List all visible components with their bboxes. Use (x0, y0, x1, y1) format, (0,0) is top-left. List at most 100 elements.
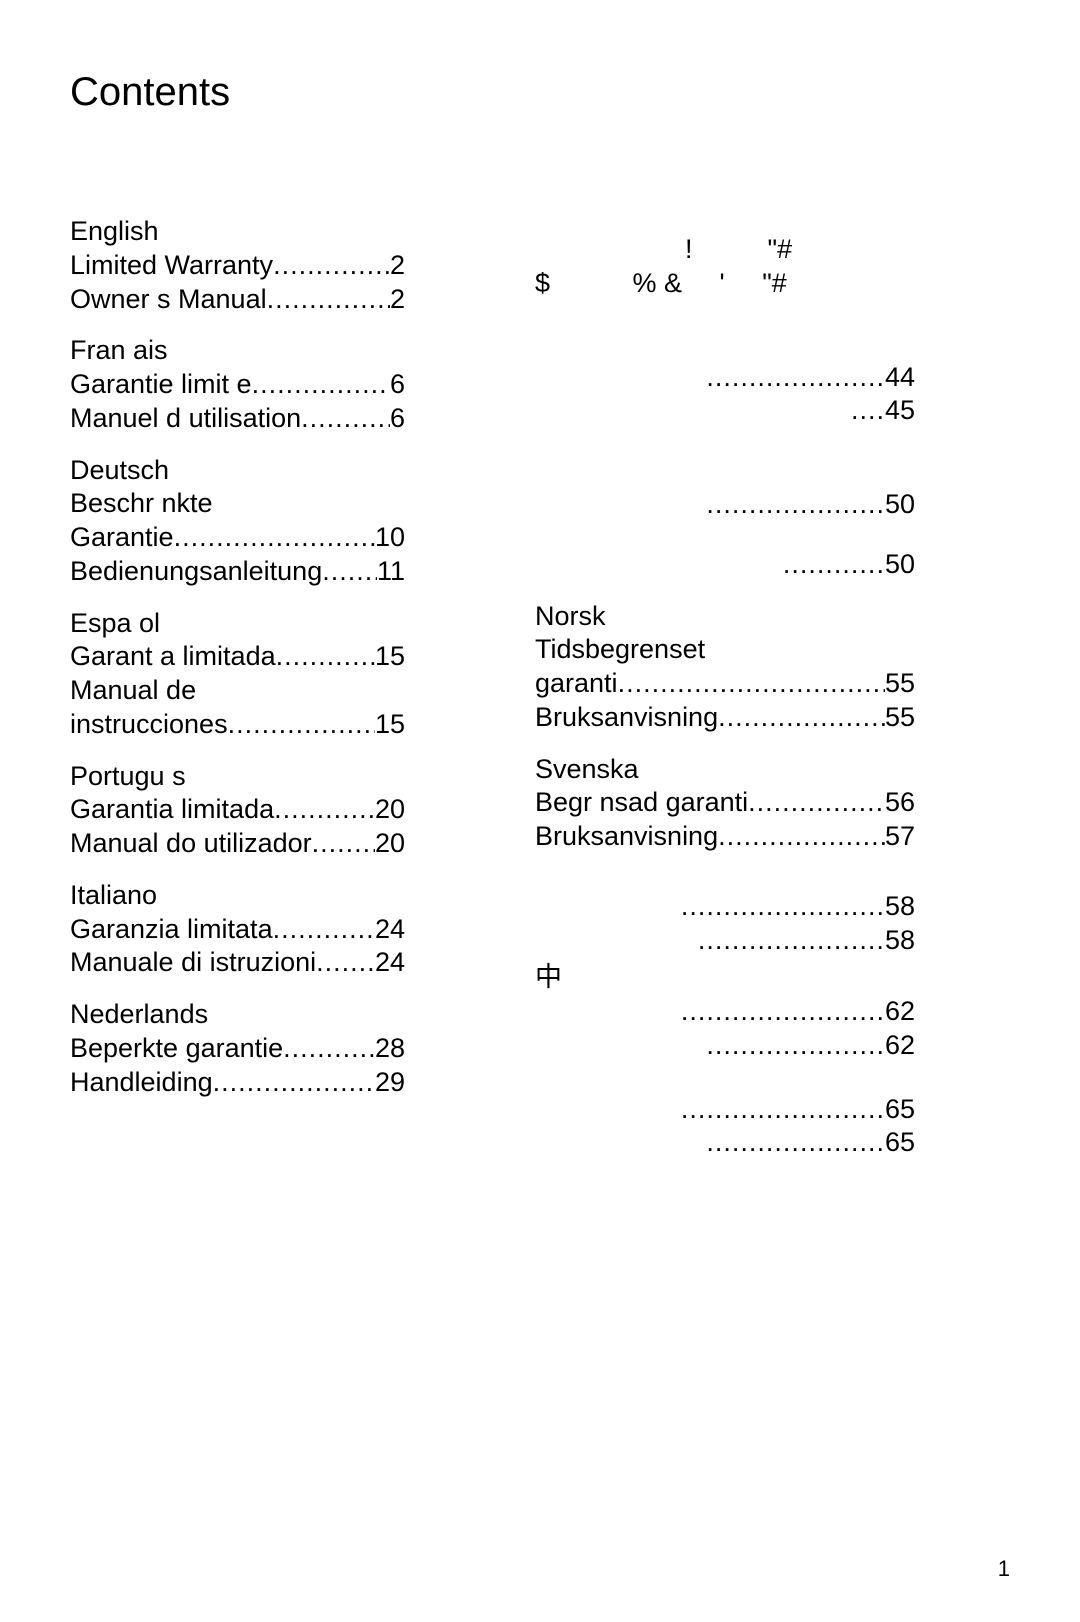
toc-entry-page: 20 (375, 793, 405, 827)
toc-entry-page: 55 (885, 701, 915, 735)
toc-entry-page: 15 (375, 640, 405, 674)
toc-entry-pageonly: .....................62 (535, 1029, 915, 1063)
toc-entry: Garanzia limitata 24 (70, 913, 405, 947)
toc-entry-page: 24 (375, 913, 405, 947)
toc-dots: .... (851, 394, 885, 428)
toc-entry-page: 15 (375, 708, 405, 742)
spacer (535, 301, 915, 361)
toc-dots (252, 368, 390, 402)
toc-entry-label: Manual do utilizador (70, 827, 312, 861)
toc-entry-page: 50 (885, 488, 915, 522)
toc-entry-page: 55 (885, 667, 915, 701)
toc-dots (276, 640, 375, 674)
toc-dots (273, 249, 390, 283)
toc-entry-label: garanti (535, 667, 618, 701)
spacer (535, 582, 915, 600)
toc-entry: instrucciones 15 (70, 708, 405, 742)
toc-entry-pageonly: ........................62 (535, 995, 915, 1029)
toc-section: Portugu sGarantia limitada20Manual do ut… (70, 760, 405, 861)
toc-dots: ..................... (706, 361, 885, 395)
toc-dots: ........................ (681, 890, 885, 924)
toc-entry: Beperkte garantie28 (70, 1032, 405, 1066)
toc-entry-line1: Manual de (70, 674, 405, 708)
toc-dots (322, 555, 377, 589)
toc-dots: ..................... (706, 1029, 885, 1063)
toc-entry: Handleiding29 (70, 1066, 405, 1100)
spacer (535, 1063, 915, 1093)
toc-entry-label: Manuel d utilisation (70, 402, 301, 436)
toc-entry-pageonly: ........................65 (535, 1093, 915, 1127)
toc-entry-label: Garant a limitada (70, 640, 276, 674)
toc-entry-pageonly: .....................50 (535, 488, 915, 522)
toc-dots: ............ (783, 548, 885, 582)
toc-dots (312, 827, 375, 861)
toc-entry-pageonly: ............50 (535, 548, 915, 582)
toc-dots: ........................ (681, 1093, 885, 1127)
toc-entry-label: Limited Warranty (70, 249, 273, 283)
toc-entry-page: 50 (885, 548, 915, 582)
right-column: ! "#$ % & ' "# .....................44...… (535, 215, 915, 1160)
toc-dots (718, 701, 885, 735)
toc-entry-label: Garantia limitada (70, 793, 274, 827)
toc-entry-label: Bruksanvisning (535, 701, 718, 735)
toc-section: Espa olGarant a limitada15Manual deinstr… (70, 607, 405, 742)
toc-section: SvenskaBegr nsad garanti 56Bruksanvisnin… (535, 753, 915, 854)
toc-entry-pageonly: ......................58 (535, 924, 915, 958)
toc-dots (283, 1032, 375, 1066)
contents-title: Contents (70, 70, 1010, 115)
toc-dots (274, 793, 375, 827)
toc-section: NederlandsBeperkte garantie28Handleiding… (70, 998, 405, 1099)
toc-entry-label: Handleiding (70, 1066, 213, 1100)
toc-entry-label: Manuale di istruzioni (70, 946, 316, 980)
toc-section-heading: Portugu s (70, 760, 405, 794)
toc-entry: Garantie limit e 6 (70, 368, 405, 402)
spacer (535, 428, 915, 488)
toc-section: ItalianoGaranzia limitata24Manuale di is… (70, 879, 405, 980)
toc-entry: Bedienungsanleitung11 (70, 555, 405, 589)
toc-section-heading: Italiano (70, 879, 405, 913)
toc-dots: ..................... (706, 1126, 885, 1160)
toc-entry-page: 10 (375, 521, 405, 555)
toc-dots (228, 708, 375, 742)
toc-section: NorskTidsbegrensetgaranti55Bruksanvisnin… (535, 600, 915, 735)
toc-dots (618, 667, 885, 701)
toc-entry: garanti 55 (535, 667, 915, 701)
toc-entry-pageonly: ....45 (535, 394, 915, 428)
toc-entry-pageonly: ........................58 (535, 890, 915, 924)
spacer (535, 872, 915, 890)
toc-entry-label: instrucciones (70, 708, 228, 742)
toc-entry: Bruksanvisning 55 (535, 701, 915, 735)
toc-dots (718, 820, 885, 854)
toc-entry-page: 28 (375, 1032, 405, 1066)
toc-entry-label: Bruksanvisning (535, 820, 718, 854)
toc-entry-page: 6 (390, 368, 405, 402)
left-column: EnglishLimited Warranty2Owner s Manual2F… (70, 215, 405, 1160)
toc-entry-page: 58 (885, 924, 915, 958)
toc-entry: Manual do utilizador 20 (70, 827, 405, 861)
toc-entry-page: 58 (885, 890, 915, 924)
toc-entry-page: 45 (885, 394, 915, 428)
toc-entry-label: Garantie limit e (70, 368, 252, 402)
raw-text-line: $ % & ' "# (535, 267, 915, 301)
toc-entry-line1: Beschr nkte (70, 487, 405, 521)
toc-entry: Garantia limitada 20 (70, 793, 405, 827)
toc-dots: ..................... (706, 488, 885, 522)
toc-entry-label: Begr nsad garanti (535, 786, 748, 820)
toc-entry-pageonly: .....................65 (535, 1126, 915, 1160)
toc-entry: Garantie 10 (70, 521, 405, 555)
toc-entry-page: 65 (885, 1093, 915, 1127)
toc-entry-pageonly: .....................44 (535, 361, 915, 395)
toc-dots (213, 1066, 375, 1100)
raw-text-line: 中 (535, 961, 915, 995)
raw-text-line: ! "# (535, 233, 915, 267)
toc-section-heading: English (70, 215, 405, 249)
toc-entry-line1: Tidsbegrenset (535, 633, 915, 667)
toc-section: EnglishLimited Warranty2Owner s Manual2 (70, 215, 405, 316)
toc-entry: Manuel d utilisation6 (70, 402, 405, 436)
toc-entry: Manuale di istruzioni 24 (70, 946, 405, 980)
page-number: 1 (998, 1556, 1010, 1582)
toc-entry-page: 11 (377, 555, 405, 589)
toc-entry-page: 24 (375, 946, 405, 980)
toc-entry-label: Garanzia limitata (70, 913, 273, 947)
toc-entry-page: 20 (375, 827, 405, 861)
